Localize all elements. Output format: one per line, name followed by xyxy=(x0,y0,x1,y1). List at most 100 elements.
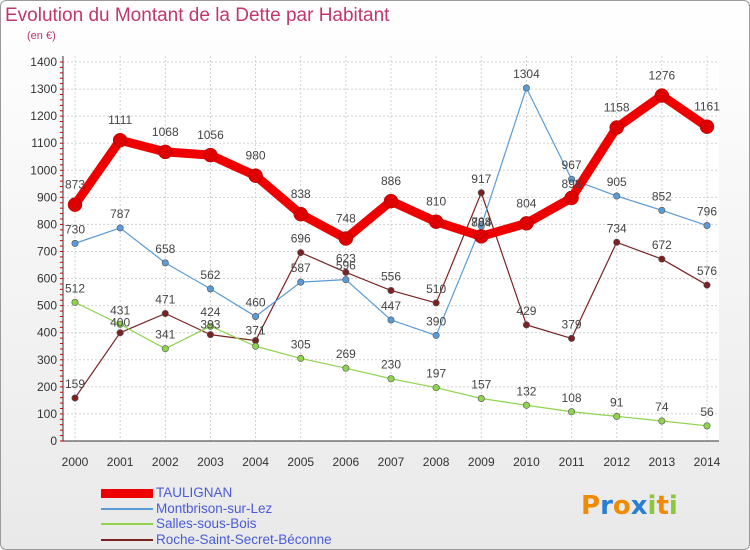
data-point xyxy=(654,88,670,103)
y-tick-label: 0 xyxy=(50,434,57,448)
y-tick-label: 1300 xyxy=(30,82,57,96)
logo-letter: r xyxy=(600,491,613,521)
y-tick-label: 400 xyxy=(37,326,57,340)
y-tick-label: 200 xyxy=(37,380,57,394)
chart-unit: (en €) xyxy=(27,30,56,42)
data-label: 56 xyxy=(700,405,714,419)
data-point xyxy=(116,224,124,232)
data-point xyxy=(342,276,350,284)
data-point xyxy=(71,239,79,247)
data-point xyxy=(158,144,173,160)
data-label: 734 xyxy=(607,221,627,235)
data-point xyxy=(161,309,169,317)
data-point xyxy=(297,278,305,286)
data-point xyxy=(568,334,576,342)
data-point xyxy=(432,299,440,307)
legend-label: Salles-sous-Bois xyxy=(156,516,257,531)
data-point xyxy=(206,285,214,293)
data-label: 132 xyxy=(516,384,536,398)
data-point xyxy=(477,189,485,197)
data-label: 1111 xyxy=(108,113,132,127)
y-tick-label: 600 xyxy=(37,272,57,286)
x-tick-label: 2008 xyxy=(423,455,450,469)
data-point xyxy=(658,206,666,214)
data-label: 810 xyxy=(426,195,446,209)
data-point xyxy=(613,238,621,246)
data-point xyxy=(432,331,440,339)
chart-title: Evolution du Montant de la Dette par Hab… xyxy=(5,5,390,26)
x-tick-label: 2009 xyxy=(468,455,495,469)
data-point xyxy=(206,322,214,330)
data-label: 379 xyxy=(562,317,582,331)
data-label: 696 xyxy=(291,232,311,246)
data-label: 74 xyxy=(655,400,669,414)
y-tick-label: 900 xyxy=(37,190,57,204)
data-label: 512 xyxy=(65,281,85,295)
data-point xyxy=(703,222,711,230)
legend-swatch xyxy=(101,523,153,525)
data-label: 447 xyxy=(381,299,401,313)
x-tick-label: 2006 xyxy=(333,455,360,469)
data-point xyxy=(252,312,260,320)
data-label: 400 xyxy=(110,316,130,330)
data-label: 748 xyxy=(336,212,356,226)
legend-swatch xyxy=(101,488,153,498)
data-label: 1161 xyxy=(694,100,720,114)
data-label: 905 xyxy=(607,175,627,189)
data-label: 393 xyxy=(200,318,220,332)
x-tick-label: 2014 xyxy=(694,455,721,469)
data-label: 371 xyxy=(246,324,266,338)
data-label: 730 xyxy=(65,222,85,236)
data-label: 1158 xyxy=(604,101,630,115)
data-point xyxy=(71,298,79,306)
data-point xyxy=(342,268,350,276)
data-point xyxy=(203,147,218,163)
data-label: 623 xyxy=(336,251,356,265)
data-point xyxy=(252,342,260,350)
data-point xyxy=(71,394,79,402)
data-point xyxy=(658,417,666,425)
data-point xyxy=(703,281,711,289)
data-label: 1304 xyxy=(513,67,540,81)
x-tick-label: 2010 xyxy=(513,455,540,469)
data-label: 431 xyxy=(110,303,130,317)
data-label: 1068 xyxy=(152,125,179,139)
data-point xyxy=(522,401,530,409)
data-label: 510 xyxy=(426,282,446,296)
x-tick-label: 2003 xyxy=(197,455,224,469)
data-label: 980 xyxy=(246,149,266,163)
data-label: 424 xyxy=(200,305,220,319)
data-label: 108 xyxy=(562,391,582,405)
y-tick-label: 700 xyxy=(37,245,57,259)
y-tick-label: 500 xyxy=(37,299,57,313)
x-tick-label: 2011 xyxy=(559,455,585,469)
x-tick-label: 2012 xyxy=(603,455,630,469)
y-tick-label: 100 xyxy=(37,407,57,421)
data-point xyxy=(338,231,354,246)
data-point xyxy=(609,120,624,135)
data-label: 898 xyxy=(562,177,582,191)
data-label: 269 xyxy=(336,347,356,361)
data-point xyxy=(206,331,214,339)
legend-label: TAULIGNAN xyxy=(156,485,233,500)
data-point xyxy=(293,206,308,222)
y-tick-label: 1100 xyxy=(31,136,57,150)
data-label: 596 xyxy=(336,259,356,273)
data-label: 197 xyxy=(426,367,446,381)
data-point xyxy=(613,412,621,420)
data-point xyxy=(522,84,530,92)
logo-letter: i xyxy=(647,491,657,521)
data-label: 873 xyxy=(65,178,85,192)
data-label: 460 xyxy=(246,295,266,309)
data-label: 788 xyxy=(471,215,491,229)
data-label: 886 xyxy=(381,174,401,188)
data-point xyxy=(699,119,715,134)
data-label: 672 xyxy=(652,238,672,252)
data-point xyxy=(161,345,169,353)
y-tick-label: 1400 xyxy=(30,55,57,69)
legend-swatch xyxy=(101,507,153,510)
data-point xyxy=(568,175,576,183)
data-point xyxy=(387,375,395,383)
